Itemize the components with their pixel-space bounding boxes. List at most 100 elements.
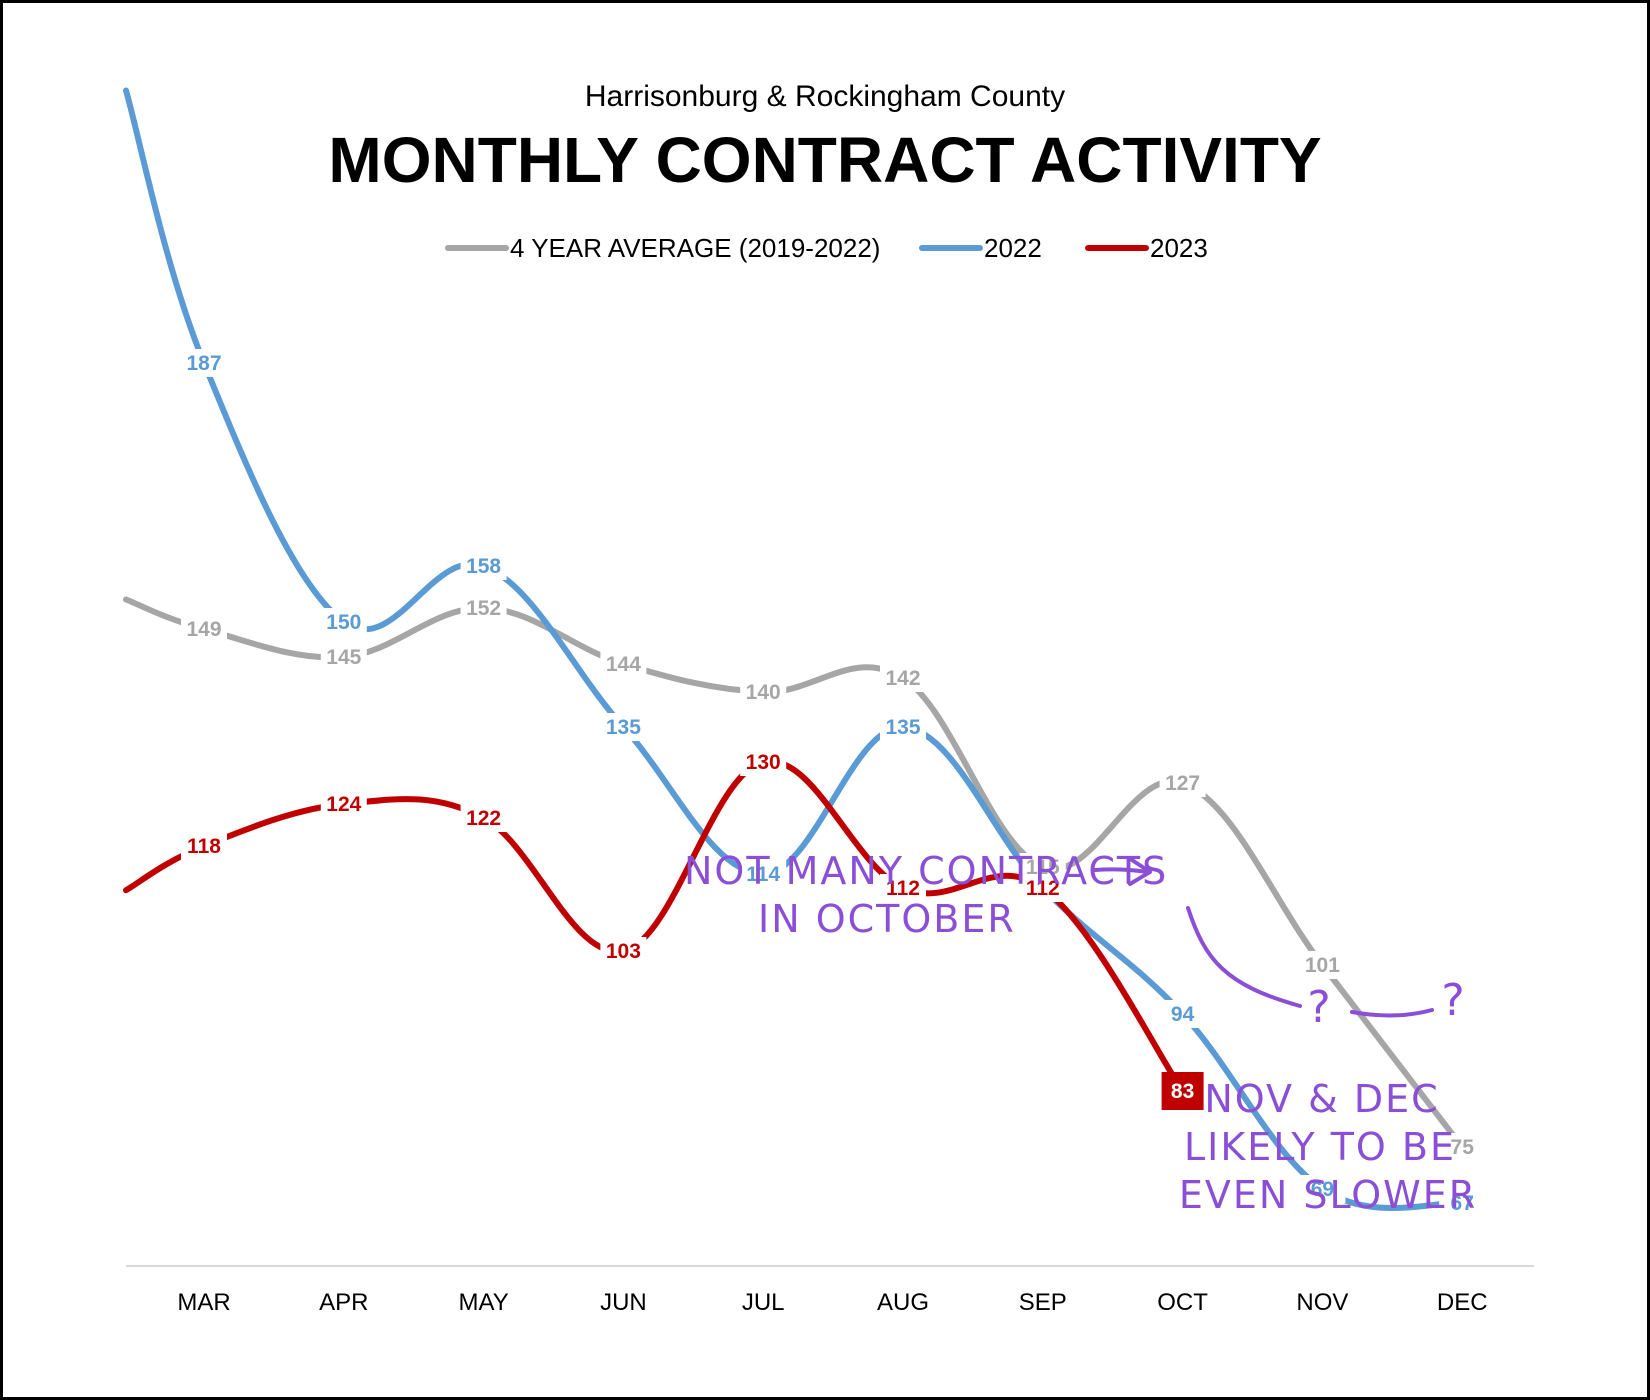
annotation-arrow-head [1128,858,1152,886]
x-tick-jun: JUN [600,1289,647,1316]
data-label-text: 122 [466,807,501,830]
question-mark-nov: ? [1307,982,1332,1033]
data-label-4-year-average-2019-2022-may: 152 [460,594,507,622]
data-label-2023-apr: 124 [320,790,367,818]
data-label-bg [1439,1133,1486,1161]
data-label-2022-jul: 114 [740,860,787,888]
data-label-text: 112 [1026,877,1060,900]
x-tick-aug: AUG [877,1289,929,1316]
data-label-2022-oct: 94 [1159,1000,1206,1028]
chart-title: MONTHLY CONTRACT ACTIVITY [328,124,1321,196]
data-label-bg [880,664,926,692]
data-label-bg [880,874,926,902]
data-label-2022-jun: 135 [600,713,647,741]
x-tick-nov: NOV [1296,1289,1348,1316]
data-label-text: 103 [606,940,641,963]
data-label-4-year-average-2019-2022-oct: 127 [1159,769,1206,797]
highlight-marker [1161,1072,1204,1110]
data-label-bg [460,804,507,832]
data-label-text: 118 [187,835,221,858]
data-label-text: 127 [1165,772,1200,795]
data-label-text: 75 [1451,1136,1475,1159]
data-label-2023-jul: 130 [740,748,787,776]
data-label-bg [740,860,787,888]
data-label-text: 94 [1171,1003,1195,1026]
data-label-2023-jun: 103 [600,937,647,965]
data-label-bg [320,790,367,818]
data-label-bg [181,349,227,377]
data-label-4-year-average-2019-2022-jul: 140 [740,678,787,706]
data-label-bg [1159,1000,1206,1028]
legend-label-average: 4 YEAR AVERAGE (2019-2022) [510,233,880,263]
forecast-curve-dec [1350,1008,1434,1018]
data-label-4-year-average-2019-2022-aug: 142 [880,664,926,692]
series-line-2023 [123,758,1186,1094]
x-tick-may: MAY [458,1289,508,1316]
data-label-bg [1299,951,1346,979]
data-label-2023-oct: 83 [1161,1072,1204,1110]
legend-label-2022: 2022 [984,233,1042,263]
x-tick-apr: APR [319,1289,368,1316]
data-label-bg [181,615,227,643]
data-label-bg [320,643,367,671]
data-label-2023-mar: 118 [181,832,227,860]
data-label-text: 83 [1171,1080,1194,1103]
x-tick-sep: SEP [1019,1289,1067,1316]
data-label-bg [600,713,647,741]
annotation-october-line2: IN OCTOBER [758,897,1016,941]
data-label-text: 67 [1451,1192,1474,1215]
data-label-4-year-average-2019-2022-nov: 101 [1299,951,1346,979]
data-label-text: 152 [466,597,501,620]
question-mark-dec: ? [1441,975,1466,1026]
data-label-4-year-average-2019-2022-dec: 75 [1439,1133,1486,1161]
legend-label-2023: 2023 [1150,233,1208,263]
data-label-bg [181,832,227,860]
annotation-arrow-shaft [1093,867,1150,874]
data-label-4-year-average-2019-2022-mar: 149 [181,615,227,643]
data-label-2022-nov: 69 [1299,1175,1346,1203]
chart-subtitle: Harrisonburg & Rockingham County [585,80,1065,113]
data-label-layer: 149 145 152 144 140 142 115 127 101 75 187 150 158 13… [181,349,1486,1217]
data-label-bg [740,748,787,776]
data-label-text: 135 [606,716,641,739]
data-label-2023-may: 122 [460,804,507,832]
data-label-text: 158 [466,555,501,578]
data-label-text: 144 [606,653,641,676]
data-label-4-year-average-2019-2022-apr: 145 [320,643,367,671]
data-label-text: 130 [746,751,781,774]
data-label-bg [740,678,787,706]
data-label-bg [460,594,507,622]
data-label-2022-mar: 187 [181,349,227,377]
annotation-forecast-line2: LIKELY TO BE [1184,1125,1456,1169]
data-label-2022-may: 158 [460,552,507,580]
data-label-text: 69 [1311,1178,1334,1201]
legend: 4 YEAR AVERAGE (2019-2022) 2022 2023 [445,233,1208,263]
data-label-text: 135 [885,716,920,739]
data-label-2023-sep: 112 [1019,874,1066,902]
annotation-forecast: ? ? NOV & DEC LIKELY TO BE EVEN SLOWER [1179,906,1477,1217]
data-label-text: 115 [1026,856,1060,879]
data-label-2022-apr: 150 [320,608,367,636]
data-label-text: 124 [326,793,361,816]
data-label-text: 112 [886,877,920,900]
data-label-bg [600,937,647,965]
x-tick-mar: MAR [177,1289,230,1316]
annotation-forecast-line1: NOV & DEC [1204,1077,1439,1121]
data-label-bg [600,650,647,678]
data-label-2022-dec: 67 [1439,1189,1486,1217]
forecast-curve-nov [1186,906,1302,1008]
data-label-text: 150 [326,611,361,634]
annotation-forecast-line3: EVEN SLOWER [1179,1173,1477,1217]
data-label-2022-aug: 135 [880,713,926,741]
data-label-bg [1299,1175,1346,1203]
data-label-text: 101 [1305,954,1340,977]
data-label-text: 187 [186,352,221,375]
data-label-2023-aug: 112 [880,874,926,902]
annotation-october: NOT MANY CONTRACTS IN OCTOBER [684,849,1166,941]
data-label-text: 140 [746,681,781,704]
data-label-bg [1159,769,1206,797]
x-tick-oct: OCT [1157,1289,1208,1316]
data-label-text: 145 [326,646,361,669]
